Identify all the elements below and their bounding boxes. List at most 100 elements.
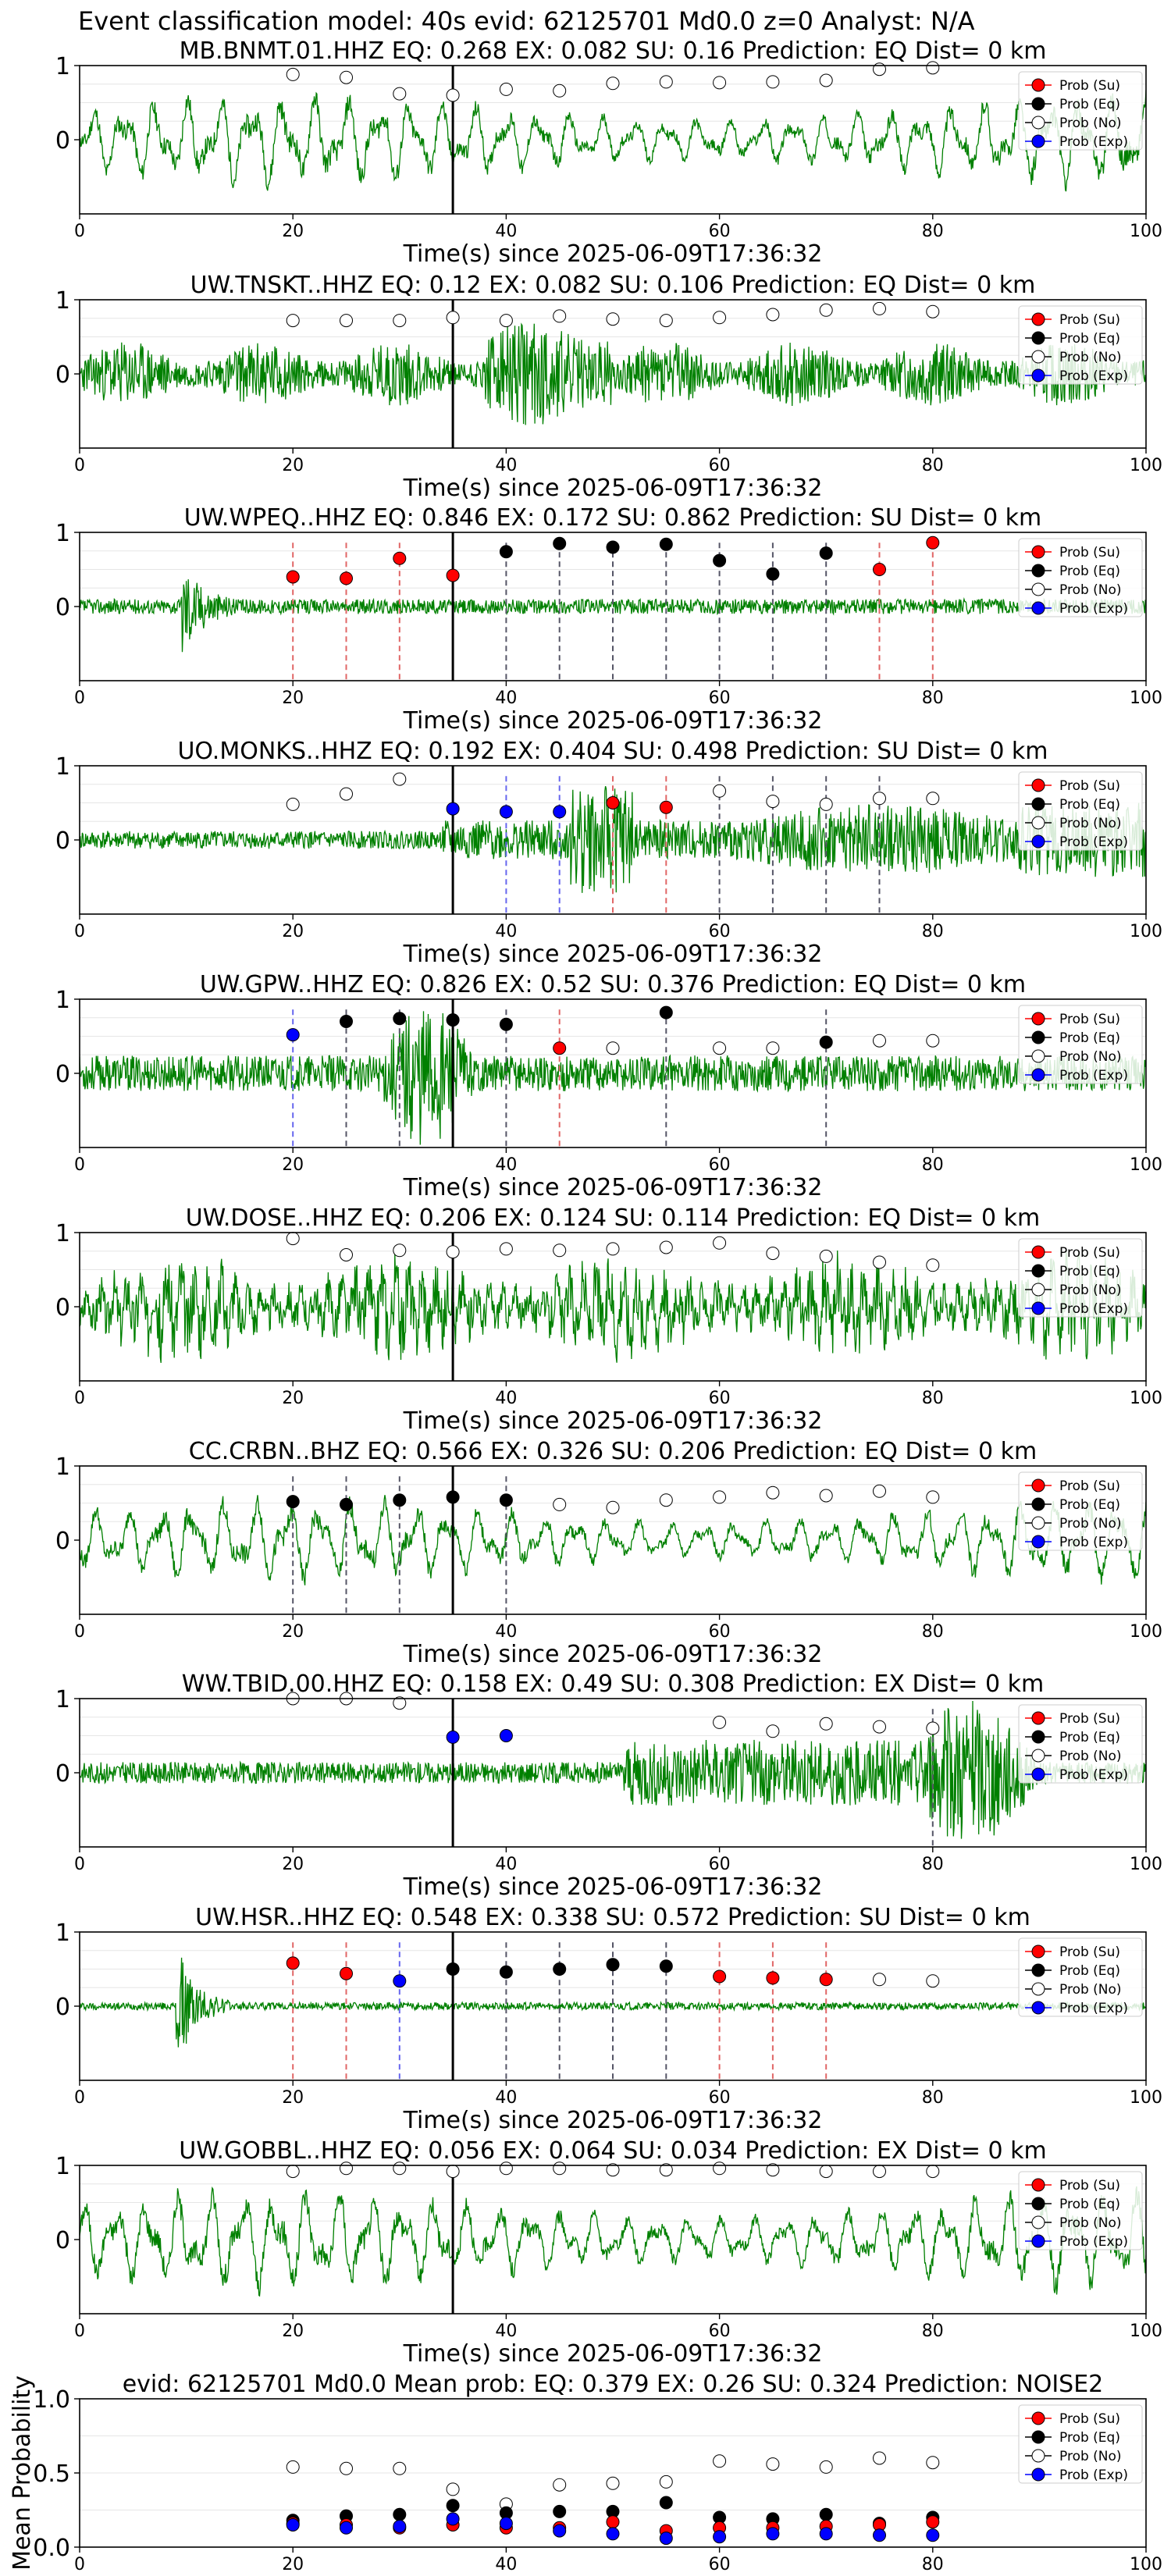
point-eq (499, 1965, 513, 1979)
waveform-trace (80, 2186, 1146, 2297)
mean-point-exp (340, 2521, 353, 2535)
point-no (873, 1255, 886, 1269)
point-no (606, 1041, 620, 1055)
point-exp (499, 805, 513, 819)
legend-marker-no (1031, 1516, 1045, 1530)
point-eq (713, 553, 727, 568)
legend-marker-exp (1031, 1535, 1045, 1549)
x-tick-label: 20 (282, 688, 304, 708)
x-tick-label: 100 (1130, 222, 1162, 241)
point-no (499, 2161, 513, 2176)
title-sep: Prediction: (738, 2137, 877, 2165)
title-eq: 0.206 (419, 1204, 486, 1232)
point-no (766, 1485, 780, 1500)
legend-marker-no (1031, 1749, 1045, 1763)
point-no (659, 75, 673, 89)
legend-label-su: Prob (Su) (1059, 1245, 1120, 1261)
point-no (553, 1497, 567, 1511)
legend-marker-eq (1031, 2430, 1045, 2444)
point-eq (393, 1493, 407, 1507)
point-no (286, 314, 300, 328)
x-tick-label: 100 (1130, 688, 1162, 708)
mean-point-exp (499, 2517, 513, 2531)
point-no (873, 62, 886, 76)
legend-marker-su (1031, 1711, 1045, 1725)
point-no (446, 1245, 460, 1259)
point-no (393, 87, 407, 101)
title-sep: EX: (487, 971, 541, 998)
x-axis-label: Time(s) since 2025-06-09T17:36:32 (403, 240, 823, 268)
point-no (446, 2165, 460, 2179)
title-su: 0.572 (653, 1904, 720, 1931)
mean-point-no (659, 2475, 673, 2489)
x-tick-label: 80 (922, 922, 944, 941)
point-eq (446, 1490, 460, 1504)
y-tick-label: 1 (55, 520, 70, 547)
title-sep: EQ: (363, 1204, 419, 1232)
plot-area (80, 1699, 1146, 1847)
title-dist: 0 km (988, 37, 1046, 65)
x-tick-label: 20 (282, 1155, 304, 1175)
point-no (393, 2161, 407, 2176)
x-tick-label: 80 (922, 456, 944, 475)
point-eq (659, 1005, 673, 1019)
point-eq (819, 546, 833, 560)
point-su (446, 568, 460, 582)
panel-7: WW.TBID.00.HHZ EQ: 0.158 EX: 0.49 SU: 0.… (55, 1670, 1162, 1901)
title-su: 0.376 (647, 971, 714, 998)
title-prediction: EX (874, 1670, 905, 1698)
legend-label-exp: Prob (Exp) (1059, 1767, 1128, 1783)
x-tick-label: 60 (709, 2555, 731, 2574)
point-no (819, 1249, 833, 1263)
panel-0: MB.BNMT.01.HHZ EQ: 0.268 EX: 0.082 SU: 0… (55, 37, 1162, 268)
y-tick-label: 0.0 (33, 2535, 70, 2562)
mean-point-exp (286, 2518, 300, 2532)
x-tick-label: 40 (495, 2322, 517, 2341)
legend-label-eq: Prob (Eq) (1059, 1497, 1120, 1513)
panel-title: MB.BNMT.01.HHZ EQ: 0.268 EX: 0.082 SU: 0… (180, 37, 1047, 65)
legend-marker-exp (1031, 1301, 1045, 1315)
point-no (340, 1248, 353, 1261)
title-sep: Prediction: (720, 1904, 859, 1931)
legend-label-su: Prob (Su) (1059, 778, 1120, 794)
title-sep: EX: (482, 1438, 536, 1465)
x-axis-label: Time(s) since 2025-06-09T17:36:32 (403, 1873, 823, 1901)
legend-marker-exp (1031, 2234, 1045, 2248)
x-axis-label: Time(s) since 2025-06-09T17:36:32 (403, 1641, 823, 1668)
point-no (606, 2163, 620, 2177)
point-no (340, 314, 353, 328)
title-ex: 0.124 (539, 1204, 607, 1232)
title-sep: EQ: (526, 2371, 582, 2398)
legend-box (1018, 1471, 1143, 1551)
point-no (819, 1489, 833, 1503)
legend-label-su: Prob (Su) (1059, 78, 1120, 94)
x-axis-label: Time(s) since 2025-06-09T17:36:32 (403, 1407, 823, 1435)
title-ex: 0.082 (535, 272, 602, 299)
y-tick-label: 0 (55, 594, 70, 621)
title-sep: EX: (507, 1670, 561, 1698)
x-tick-label: 80 (922, 1389, 944, 1408)
point-su (766, 1971, 780, 1985)
point-no (606, 1500, 620, 1514)
title-sep: Dist= (901, 1204, 981, 1232)
legend-label-no: Prob (No) (1059, 582, 1122, 598)
title-su: 0.308 (667, 1670, 735, 1698)
mean-point-no (446, 2482, 460, 2496)
mean-point-eq (553, 2504, 567, 2518)
title-sep: SU: (602, 272, 657, 299)
title-sep: SU: (613, 1670, 667, 1698)
y-tick-label: 0.5 (33, 2460, 70, 2488)
x-tick-label: 40 (495, 688, 517, 708)
mean-point-exp (606, 2527, 620, 2541)
legend-box (1018, 2171, 1143, 2250)
legend-box (1018, 1937, 1143, 2017)
mean-point-exp (819, 2527, 833, 2541)
legend-marker-eq (1031, 1264, 1045, 1278)
point-exp (553, 805, 567, 819)
x-tick-label: 60 (709, 2322, 731, 2341)
x-tick-label: 100 (1130, 2322, 1162, 2341)
point-no (926, 304, 940, 318)
legend-label-su: Prob (Su) (1059, 2411, 1120, 2427)
title-sep: SU: (628, 37, 682, 65)
legend-marker-no (1031, 116, 1045, 130)
